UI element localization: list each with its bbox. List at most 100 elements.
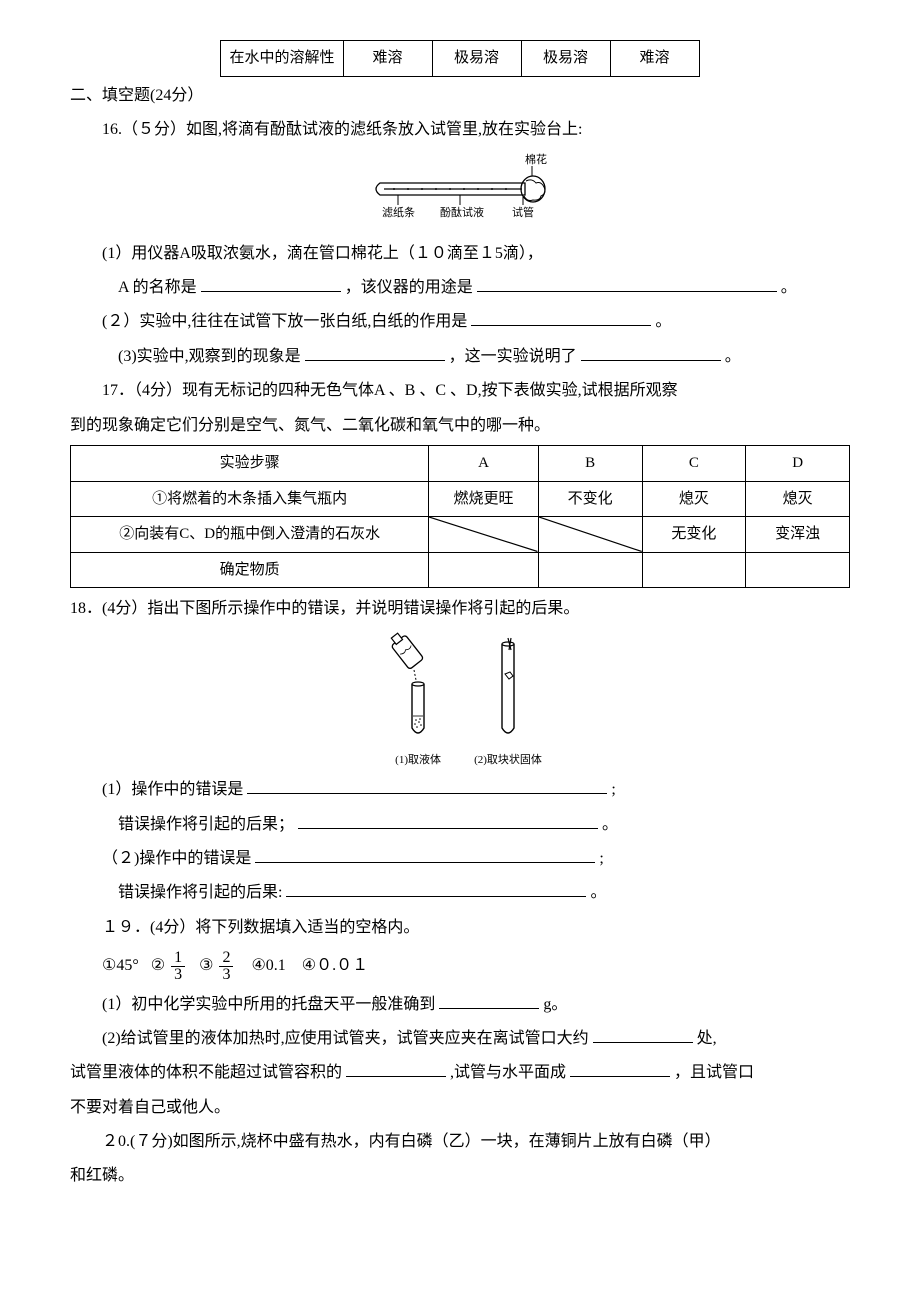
blank[interactable] [201, 273, 341, 292]
semicolon: ; [599, 850, 603, 867]
blank[interactable] [255, 844, 595, 863]
text: （２)操作中的错误是 [102, 850, 251, 867]
q19-1: (1）初中化学实验中所用的托盘天平一般准确到 g。 [70, 990, 850, 1020]
q17-table: 实验步骤 A B C D ①将燃着的木条插入集气瓶内 燃烧更旺 不变化 熄灭 熄… [70, 445, 850, 588]
q19-2b: 试管里液体的体积不能超过试管容积的 ,试管与水平面成 ，且试管口 [70, 1058, 850, 1088]
q16-1b: A 的名称是 ，该仪器的用途是 。 [70, 273, 850, 303]
text: ，该仪器的用途是 [345, 279, 473, 296]
cell-diag [429, 517, 538, 553]
q20-stem1: ２0.(７分)如图所示,烧杯中盛有热水，内有白磷（乙）一块，在薄铜片上放有白磷（… [70, 1127, 850, 1157]
blank[interactable] [346, 1059, 446, 1078]
svg-text:滤纸条: 滤纸条 [382, 205, 415, 219]
text: ，这一实验说明了 [449, 348, 577, 365]
top-table-wrap: 在水中的溶解性 难溶 极易溶 极易溶 难溶 [70, 40, 850, 77]
q18-fig2: (2)取块状固体 [474, 632, 542, 771]
table-row: 确定物质 [71, 552, 850, 588]
blank[interactable] [581, 342, 721, 361]
q18-fig1: (1)取液体 [378, 632, 458, 771]
denominator: 3 [171, 967, 185, 983]
cell-blank[interactable] [746, 552, 850, 588]
cell: 极易溶 [432, 41, 521, 77]
text: 错误操作将引起的后果； [118, 816, 294, 833]
opt: ③ [199, 957, 213, 974]
text: 处, [697, 1030, 717, 1047]
cell: 燃烧更旺 [429, 481, 538, 517]
table-row: ①将燃着的木条插入集气瓶内 燃烧更旺 不变化 熄灭 熄灭 [71, 481, 850, 517]
q17-stem2: 到的现象确定它们分别是空气、氮气、二氧化碳和氧气中的哪一种。 [70, 411, 850, 441]
q16-1a: (1）用仪器A吸取浓氨水，滴在管口棉花上（１０滴至１5滴）， [70, 239, 850, 269]
solubility-table: 在水中的溶解性 难溶 极易溶 极易溶 难溶 [220, 40, 699, 77]
numerator: 1 [171, 950, 185, 967]
cell-diag [538, 517, 642, 553]
fraction: 2 3 [219, 950, 233, 983]
period: 。 [590, 884, 606, 901]
q19-2a: (2)给试管里的液体加热时,应使用试管夹，试管夹应夹在离试管口大约 处, [70, 1024, 850, 1054]
text: ,试管与水平面成 [450, 1064, 566, 1081]
text: (3)实验中,观察到的现象是 [118, 348, 301, 365]
opt: ② [151, 957, 165, 974]
blank[interactable] [305, 342, 445, 361]
cell: 变浑浊 [746, 517, 850, 553]
text: ，且试管口 [674, 1064, 754, 1081]
q19-2c: 不要对着自己或他人。 [70, 1093, 850, 1123]
q19-stem: １９．(4分）将下列数据填入适当的空格内。 [70, 913, 850, 943]
period: 。 [781, 279, 797, 296]
opt: ④0.1 [251, 957, 285, 974]
svg-text:酚酞试液: 酚酞试液 [440, 205, 484, 219]
caption: (2)取块状固体 [474, 750, 542, 771]
q19-options: ①45° ② 1 3 ③ 2 3 ④0.1 ④０.０１ [70, 947, 850, 985]
cell-blank[interactable] [642, 552, 746, 588]
table-row: ②向装有C、D的瓶中倒入澄清的石灰水 无变化 变浑浊 [71, 517, 850, 553]
cell: 在水中的溶解性 [221, 41, 343, 77]
text: 错误操作将引起的后果: [118, 884, 282, 901]
blank[interactable] [286, 879, 586, 898]
opt: ④０.０１ [302, 957, 368, 974]
fraction: 1 3 [171, 950, 185, 983]
cell: C [642, 446, 746, 482]
blank[interactable] [298, 810, 598, 829]
cell: 实验步骤 [71, 446, 429, 482]
period: 。 [655, 313, 671, 330]
q16-figure: 棉花 滤纸条 酚酞试液 试管 [70, 153, 850, 234]
blank[interactable] [471, 308, 651, 327]
cell: 熄灭 [642, 481, 746, 517]
blank[interactable] [593, 1024, 693, 1043]
cell: 难溶 [343, 41, 432, 77]
semicolon: ; [611, 781, 615, 798]
cell: 不变化 [538, 481, 642, 517]
caption: (1)取液体 [378, 750, 458, 771]
q16-3: (3)实验中,观察到的现象是 ，这一实验说明了 。 [70, 342, 850, 372]
text: (2)给试管里的液体加热时,应使用试管夹，试管夹应夹在离试管口大约 [102, 1030, 589, 1047]
q16-2: (２）实验中,往往在试管下放一张白纸,白纸的作用是 。 [70, 307, 850, 337]
cell: 确定物质 [71, 552, 429, 588]
denominator: 3 [219, 967, 233, 983]
cell: ②向装有C、D的瓶中倒入澄清的石灰水 [71, 517, 429, 553]
blank[interactable] [570, 1059, 670, 1078]
table-row: 实验步骤 A B C D [71, 446, 850, 482]
cell: 无变化 [642, 517, 746, 553]
period: 。 [725, 348, 741, 365]
q18-1b: 错误操作将引起的后果； 。 [70, 810, 850, 840]
q17-stem1: 17．（4分）现有无标记的四种无色气体A 、B 、C 、D,按下表做实验,试根据… [70, 376, 850, 406]
text: 试管里液体的体积不能超过试管容积的 [70, 1064, 342, 1081]
svg-text:试管: 试管 [512, 205, 534, 219]
q18-figures: (1)取液体 (2)取块状固体 [70, 632, 850, 771]
q18-1: (1）操作中的错误是 ; [70, 775, 850, 805]
opt: ①45° [102, 957, 139, 974]
cell: 熄灭 [746, 481, 850, 517]
q16-stem: 16.（５分）如图,将滴有酚酞试液的滤纸条放入试管里,放在实验台上: [70, 115, 850, 145]
cell-blank[interactable] [538, 552, 642, 588]
table-row: 在水中的溶解性 难溶 极易溶 极易溶 难溶 [221, 41, 699, 77]
cell: 难溶 [610, 41, 699, 77]
period: 。 [602, 816, 618, 833]
cell-blank[interactable] [429, 552, 538, 588]
blank[interactable] [477, 273, 777, 292]
cell: D [746, 446, 850, 482]
cell: 极易溶 [521, 41, 610, 77]
blank[interactable] [439, 990, 539, 1009]
q18-2b: 错误操作将引起的后果: 。 [70, 878, 850, 908]
text: g。 [543, 996, 567, 1013]
blank[interactable] [247, 776, 607, 795]
q18-stem: 18．(4分）指出下图所示操作中的错误，并说明错误操作将引起的后果。 [70, 594, 850, 624]
label-cotton: 棉花 [525, 153, 547, 166]
